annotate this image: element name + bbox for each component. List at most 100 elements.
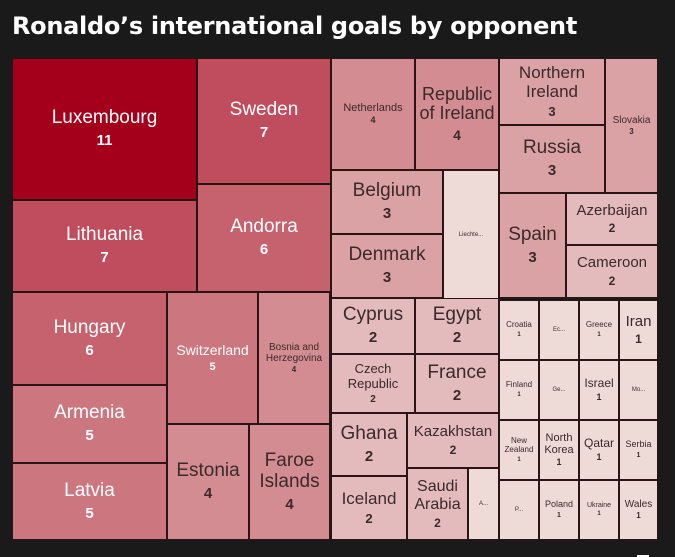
tile-value: 1 [517,332,521,339]
tile-value: 1 [596,451,602,462]
treemap-tile-switzerland: Switzerland 5 [167,292,258,424]
tile-label: Northern Ireland [518,63,586,101]
tile-label: Slovakia [612,114,651,126]
tile-value: 1 [597,511,601,518]
tile-value: 11 [96,132,113,150]
tile-value: 7 [100,249,109,267]
tile-value: 2 [449,442,457,457]
tile-value: 2 [452,386,462,404]
tile-label: Finland [505,380,533,390]
treemap-tile-cameroon: Cameroon 2 [566,245,658,298]
tile-value: 2 [608,273,616,288]
tile-value: 2 [365,510,373,526]
tile-label: Cameroon [576,254,648,272]
treemap-tile-lithuania: Lithuania 7 [12,200,197,292]
treemap-tile-ge: Ge... [539,360,579,420]
tile-value: 1 [517,392,521,399]
treemap-tile-new-zealand: New Zealand 1 [499,420,539,480]
tile-value: 2 [368,329,378,347]
tile-label: Switzerland [176,341,249,358]
tile-label: Mo... [631,386,646,393]
treemap-tile-netherlands: Netherlands 4 [331,58,415,170]
tile-label: Iran [625,312,652,330]
treemap-tile-northern-ireland: Northern Ireland 3 [499,58,605,125]
tile-value: 4 [453,127,461,144]
treemap-tile-ec: Ec... [539,300,579,360]
tile-label: Czech Republic [347,361,399,391]
treemap-tile-russia: Russia 3 [499,125,605,193]
tile-label: Sweden [229,99,299,121]
treemap-tile-serbia: Serbia 1 [619,420,658,480]
treemap-tile-denmark: Denmark 3 [331,234,443,298]
treemap-tile-iceland: Iceland 2 [331,476,407,540]
treemap-tile-spain: Spain 3 [499,193,566,298]
tile-value: 1 [635,332,642,347]
tile-label: Faroe Islands [259,449,320,492]
tile-label: Luxembourg [51,107,158,129]
tile-label: Greece [585,320,613,330]
tile-label: Denmark [348,244,426,266]
tile-value: 3 [548,103,556,119]
tile-label: Latvia [64,479,115,501]
tile-label: Israel [584,376,614,391]
tile-label: P... [514,506,524,513]
tile-value: 1 [597,332,601,339]
tile-label: Iceland [341,489,397,508]
tile-label: Belgium [352,180,422,202]
treemap-tile-estonia: Estonia 4 [167,424,249,540]
tile-value: 1 [517,456,521,463]
treemap-tile-faroe-islands: Faroe Islands 4 [249,424,330,540]
tile-label: Qatar [583,436,614,451]
treemap-tile-mo: Mo... [619,360,658,420]
tile-label: Azerbaijan [576,201,648,219]
treemap-tile-azerbaijan: Azerbaijan 2 [566,193,658,245]
tile-label: Kazakhstan [413,423,493,441]
treemap-tile-cyprus: Cyprus 2 [331,298,415,354]
tile-label: Croatia [506,320,532,330]
tile-value: 2 [608,221,616,236]
tile-label: Andorra [230,216,298,238]
tile-label: Republic of Ireland [419,83,495,124]
treemap-tile-liechte: Liechte... [443,170,499,300]
treemap-tile-north-korea: North Korea 1 [539,420,579,480]
tile-label: New Zealand [504,435,534,454]
treemap-tile-luxembourg: Luxembourg 11 [12,58,197,200]
treemap-tile-andorra: Andorra 6 [197,184,331,292]
tile-value: 1 [556,457,562,468]
treemap-tile-finland: Finland 1 [499,360,539,420]
treemap-tile-czech-republic: Czech Republic 2 [331,354,415,413]
tile-label: North Korea [544,431,574,457]
tile-label: Spain [508,223,557,245]
tile-value: 1 [596,391,602,402]
treemap-tile-hungary: Hungary 6 [12,292,167,385]
treemap-tile-bosnia-and-herzegovina: Bosnia and Herzegovina 4 [258,292,330,424]
tile-value: 4 [370,115,376,126]
tile-value: 1 [636,452,641,460]
tile-value: 3 [382,205,392,223]
treemap-tile-iran: Iran 1 [619,300,658,360]
tile-value: 7 [259,124,269,142]
tile-value: 3 [629,126,634,136]
tile-value: 1 [636,511,641,521]
tile-label: Estonia [176,460,240,482]
tile-label: Ge... [552,386,566,393]
tile-label: Netherlands [343,102,403,114]
tile-label: Ukraine [586,502,612,510]
treemap-tile-ghana: Ghana 2 [331,413,407,476]
treemap-tile-armenia: Armenia 5 [12,385,167,463]
tile-value: 3 [528,248,537,266]
treemap-tile-latvia: Latvia 5 [12,463,167,540]
tile-label: A... [478,500,488,507]
tile-label: Cyprus [342,304,404,326]
footnote-mark [637,555,649,557]
treemap-tile-saudi-arabia: Saudi Arabia 2 [407,468,468,540]
tile-value: 2 [452,329,462,347]
tile-label: Armenia [54,402,125,424]
tile-value: 5 [85,504,94,522]
treemap-tile-p: P... [499,480,539,540]
treemap-tile-israel: Israel 1 [579,360,619,420]
tile-value: 6 [259,241,269,259]
tile-value: 3 [547,162,557,180]
treemap-tile-wales: Wales 1 [619,480,658,540]
